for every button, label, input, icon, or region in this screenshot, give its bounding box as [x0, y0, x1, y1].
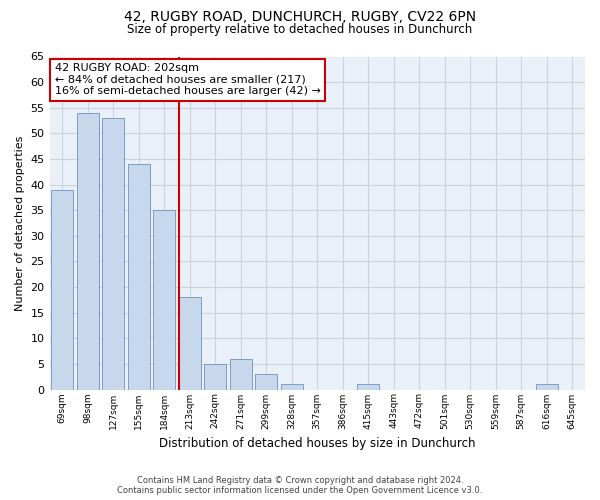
- Bar: [230, 359, 251, 390]
- Bar: [536, 384, 557, 390]
- Bar: [358, 384, 379, 390]
- X-axis label: Distribution of detached houses by size in Dunchurch: Distribution of detached houses by size …: [159, 437, 476, 450]
- Text: 42 RUGBY ROAD: 202sqm
← 84% of detached houses are smaller (217)
16% of semi-det: 42 RUGBY ROAD: 202sqm ← 84% of detached …: [55, 63, 321, 96]
- Bar: [128, 164, 149, 390]
- Bar: [103, 118, 124, 390]
- Bar: [52, 190, 73, 390]
- Text: Size of property relative to detached houses in Dunchurch: Size of property relative to detached ho…: [127, 22, 473, 36]
- Bar: [256, 374, 277, 390]
- Y-axis label: Number of detached properties: Number of detached properties: [15, 136, 25, 310]
- Text: Contains HM Land Registry data © Crown copyright and database right 2024.
Contai: Contains HM Land Registry data © Crown c…: [118, 476, 482, 495]
- Bar: [281, 384, 302, 390]
- Bar: [179, 298, 200, 390]
- Bar: [77, 113, 98, 390]
- Bar: [205, 364, 226, 390]
- Bar: [154, 210, 175, 390]
- Text: 42, RUGBY ROAD, DUNCHURCH, RUGBY, CV22 6PN: 42, RUGBY ROAD, DUNCHURCH, RUGBY, CV22 6…: [124, 10, 476, 24]
